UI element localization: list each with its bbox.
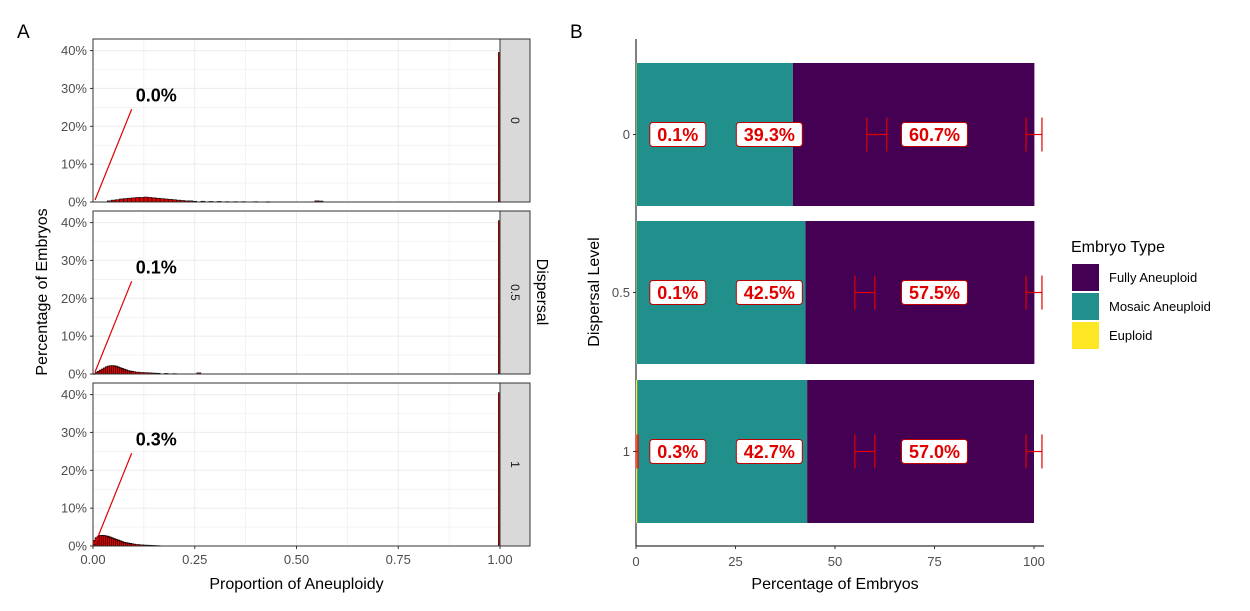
annotation-label: 0.0% xyxy=(136,86,177,106)
y-tick-label: 30% xyxy=(61,81,87,96)
histogram-bar xyxy=(131,197,136,203)
data-label-box xyxy=(735,280,803,305)
facet-1: 0.1% 0.5 0% 10% 20% 30% 40% xyxy=(61,210,531,382)
data-label-box xyxy=(649,280,707,305)
legend-item-label: Fully Aneuploid xyxy=(1109,270,1197,285)
data-label-box xyxy=(649,122,707,147)
y-tick-label: 20% xyxy=(61,119,87,134)
annotation-label: 0.3% xyxy=(136,430,177,450)
x-tick-label: 100 xyxy=(1023,554,1045,569)
y-tick-label: 1 xyxy=(623,444,630,459)
data-label: 39.3% xyxy=(744,125,795,145)
x-tick-label: 75 xyxy=(927,554,941,569)
x-tick-label: 0.75 xyxy=(386,552,411,567)
y-tick-label: 0 xyxy=(623,127,630,142)
data-label-box xyxy=(735,122,803,147)
histogram-bar xyxy=(151,197,157,203)
facet-strip xyxy=(499,382,531,547)
y-tick-label: 0.5 xyxy=(612,285,630,300)
bar-row-0: 0.1% 39.3% 60.7% 0 xyxy=(623,63,1043,206)
data-label-box xyxy=(649,439,707,464)
y-tick-label: 40% xyxy=(61,387,87,402)
y-tick-label: 30% xyxy=(61,425,87,440)
data-label: 0.1% xyxy=(657,125,698,145)
histogram-bar xyxy=(159,198,165,203)
data-label: 42.5% xyxy=(744,283,795,303)
y-axis-title: Percentage of Embryos xyxy=(34,208,51,375)
x-tick-label: 0.25 xyxy=(182,552,207,567)
histogram-panel: 0.0%00%10%20%30%40%0.1%0.50%10%20%30%40%… xyxy=(34,38,550,593)
y-tick-label: 10% xyxy=(61,501,87,516)
panel-label-b: B xyxy=(570,22,583,43)
data-label: 0.1% xyxy=(657,283,698,303)
data-label-box xyxy=(901,280,968,305)
data-label: 60.7% xyxy=(909,125,960,145)
y-tick-label: 0% xyxy=(68,539,87,554)
legend-item-label: Euploid xyxy=(1109,328,1152,343)
y-tick-label: 20% xyxy=(61,291,87,306)
data-label-box xyxy=(901,439,968,464)
histogram-bar xyxy=(155,197,161,203)
y-tick-label: 0% xyxy=(68,367,87,382)
histogram-bar xyxy=(123,198,128,203)
histogram-bar xyxy=(147,197,153,203)
legend-swatch xyxy=(1072,264,1099,291)
histogram-bar xyxy=(127,197,132,203)
facet-2: 0.3%10%10%20%30%40% xyxy=(61,382,531,554)
legend-swatch xyxy=(1072,293,1099,320)
data-label: 0.3% xyxy=(657,442,698,462)
y-tick-label: 10% xyxy=(61,329,87,344)
histogram-bar xyxy=(143,196,149,203)
bar-segment-euploid xyxy=(636,63,637,206)
facet-axis-title: Dispersal xyxy=(533,259,550,326)
legend-item-label: Mosaic Aneuploid xyxy=(1109,299,1211,314)
x-axis-title: Percentage of Embryos xyxy=(751,576,918,593)
bar-row-2: 0.3% 42.7% 57.0% 1 xyxy=(623,380,1043,523)
facet-strip xyxy=(499,38,531,203)
legend-swatch xyxy=(1072,322,1099,349)
x-axis-title: Proportion of Aneuploidy xyxy=(209,576,383,593)
y-tick-label: 0% xyxy=(68,195,87,210)
x-tick-label: 0 xyxy=(632,554,639,569)
y-tick-label: 10% xyxy=(61,157,87,172)
x-tick-label: 50 xyxy=(828,554,842,569)
data-label-box xyxy=(735,439,803,464)
panel-label-a: A xyxy=(17,22,30,43)
bar-row-1: 0.1% 42.5% 57.5% 0.5 xyxy=(612,221,1043,364)
x-tick-label: 0.50 xyxy=(284,552,309,567)
y-axis-title: Dispersal Level xyxy=(586,237,603,346)
x-tick-label: 1.00 xyxy=(487,552,512,567)
histogram-bar xyxy=(139,197,145,203)
y-tick-label: 40% xyxy=(61,215,87,230)
facet-strip-label: 1 xyxy=(508,461,522,468)
annotation-line xyxy=(94,281,133,373)
y-tick-label: 30% xyxy=(61,253,87,268)
y-tick-label: 20% xyxy=(61,463,87,478)
facet-strip-label: 0.5 xyxy=(508,284,522,301)
data-label: 57.5% xyxy=(909,283,960,303)
x-tick-label: 25 xyxy=(728,554,742,569)
stacked-bar-panel: 0.1% 39.3% 60.7% 0 0.1% 42.5% 57.5% 0.5 0.3% 42.7… xyxy=(586,39,1045,593)
histogram-bar xyxy=(135,197,141,203)
annotation-line xyxy=(94,109,133,201)
bar-segment-euploid xyxy=(636,221,637,364)
legend: Embryo Type Fully Aneuploid Mosaic Aneuplo… xyxy=(1071,239,1211,349)
data-label: 42.7% xyxy=(744,442,795,462)
data-label: 57.0% xyxy=(909,442,960,462)
x-tick-label: 0.00 xyxy=(80,552,105,567)
y-tick-label: 40% xyxy=(61,43,87,58)
data-label-box xyxy=(901,122,968,147)
annotation-label: 0.1% xyxy=(136,258,177,278)
facet-strip xyxy=(499,210,531,375)
annotation-line xyxy=(94,453,133,545)
facet-strip-label: 0 xyxy=(508,117,522,124)
legend-title: Embryo Type xyxy=(1071,239,1165,256)
facet-0: 0.0% 0 0% 10% 20% 30% 40% xyxy=(61,38,531,210)
